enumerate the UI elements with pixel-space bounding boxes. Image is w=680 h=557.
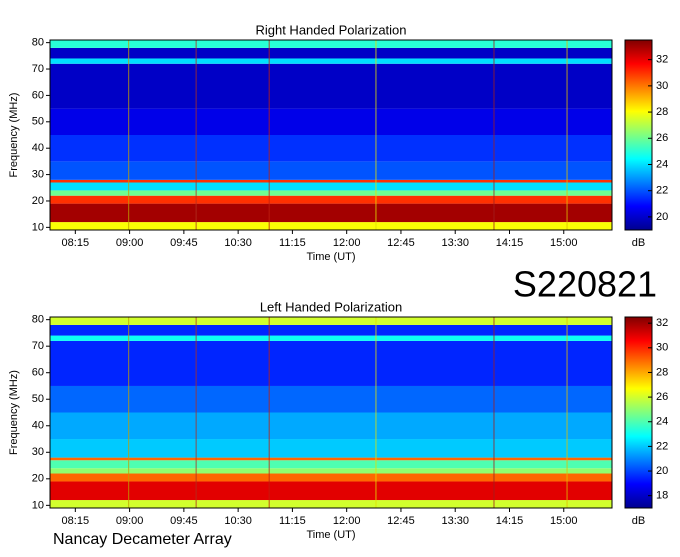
colorbar-tick-label: 28 — [656, 106, 668, 118]
heatmap-cell — [50, 108, 612, 135]
heatmap-cell — [50, 500, 612, 508]
heatmap-cell — [50, 439, 612, 458]
y-tick-label: 50 — [32, 393, 44, 405]
y-tick-label: 80 — [32, 314, 44, 326]
heatmap-cell — [50, 460, 612, 469]
heatmap-cell — [50, 468, 612, 474]
heatmap-cell — [50, 135, 612, 162]
heatmap-cell — [50, 457, 612, 461]
heatmap-cell — [50, 481, 612, 501]
x-axis-label: Time (UT) — [306, 529, 355, 541]
y-tick-label: 20 — [32, 195, 44, 207]
heatmap-cell — [50, 195, 612, 204]
x-tick-label: 13:30 — [441, 515, 469, 527]
colorbar-label: dB — [632, 237, 645, 249]
heatmap-cell — [50, 182, 612, 191]
colorbar-tick-label: 24 — [656, 416, 668, 428]
y-tick-label: 20 — [32, 473, 44, 485]
colorbar-tick-label: 24 — [656, 158, 668, 170]
x-tick-label: 12:00 — [333, 237, 361, 249]
heatmap-cell — [50, 385, 612, 413]
colorbar-tick-label: 32 — [656, 317, 668, 329]
y-tick-label: 30 — [32, 168, 44, 180]
heatmap-cell — [50, 58, 612, 64]
y-tick-label: 70 — [32, 63, 44, 75]
x-tick-label: 09:00 — [116, 237, 144, 249]
x-tick-label: 09:00 — [116, 515, 144, 527]
x-tick-label: 14:15 — [496, 515, 524, 527]
y-tick-label: 60 — [32, 367, 44, 379]
heatmap-cell — [50, 203, 612, 223]
x-tick-label: 11:15 — [279, 237, 306, 249]
x-tick-label: 08:15 — [62, 515, 90, 527]
heatmap-cell — [50, 179, 612, 183]
y-tick-label: 10 — [32, 221, 44, 233]
heatmap-cell — [50, 324, 612, 336]
heatmap-cell — [50, 222, 612, 230]
heatmap-cell — [50, 340, 612, 386]
heatmap-cell — [50, 63, 612, 109]
y-tick-label: 60 — [32, 89, 44, 101]
plot-frame — [49, 39, 613, 231]
colorbar-tick-label: 30 — [656, 342, 668, 354]
plot-frame — [49, 316, 613, 509]
x-tick-label: 12:00 — [333, 515, 361, 527]
heatmap-cell — [50, 335, 612, 341]
y-tick-label: 40 — [32, 142, 44, 154]
x-tick-label: 10:30 — [224, 515, 252, 527]
y-tick-label: 40 — [32, 420, 44, 432]
x-tick-label: 14:15 — [496, 237, 524, 249]
y-tick-label: 70 — [32, 340, 44, 352]
heatmap-cell — [50, 412, 612, 440]
y-tick-label: 30 — [32, 446, 44, 458]
panel-title: Left Handed Polarization — [260, 299, 402, 314]
colorbar-tick-label: 32 — [656, 54, 668, 66]
y-tick-label: 10 — [32, 499, 44, 511]
observatory: Nancay Decameter Array — [53, 531, 232, 548]
x-tick-label: 10:30 — [224, 237, 252, 249]
x-tick-label: 15:00 — [550, 237, 578, 249]
colorbar-tick-label: 28 — [656, 366, 668, 378]
colorbar-tick-label: 20 — [656, 465, 668, 477]
colorbar-tick-label: 18 — [656, 490, 668, 502]
x-tick-label: 13:30 — [441, 237, 469, 249]
x-tick-label: 09:45 — [170, 237, 198, 249]
x-tick-label: 15:00 — [550, 515, 578, 527]
x-tick-label: 09:45 — [170, 515, 198, 527]
heatmap-cell — [50, 161, 612, 180]
heatmap-cell — [50, 190, 612, 196]
colorbar-tick-label: 26 — [656, 132, 668, 144]
y-axis-label: Frequency (MHz) — [8, 370, 20, 455]
colorbar — [624, 316, 653, 509]
colorbar-tick-label: 26 — [656, 391, 668, 403]
x-tick-label: 12:45 — [387, 237, 415, 249]
y-tick-label: 50 — [32, 116, 44, 128]
colorbar-label: dB — [632, 515, 645, 527]
x-tick-label: 08:15 — [62, 237, 90, 249]
colorbar — [624, 39, 653, 231]
heatmap-cell — [50, 47, 612, 59]
colorbar-tick-label: 22 — [656, 440, 668, 452]
colorbar-tick-label: 20 — [656, 211, 668, 223]
event-id: S220821 — [513, 264, 657, 305]
heatmap-cell — [50, 473, 612, 482]
heatmap-cell — [50, 317, 612, 325]
colorbar-tick-label: 22 — [656, 185, 668, 197]
heatmap-cell — [50, 40, 612, 48]
x-axis-label: Time (UT) — [306, 251, 355, 263]
panel-title: Right Handed Polarization — [255, 22, 406, 37]
x-tick-label: 12:45 — [387, 515, 415, 527]
colorbar-tick-label: 30 — [656, 80, 668, 92]
y-axis-label: Frequency (MHz) — [8, 93, 20, 178]
y-tick-label: 80 — [32, 37, 44, 49]
x-tick-label: 11:15 — [279, 515, 306, 527]
